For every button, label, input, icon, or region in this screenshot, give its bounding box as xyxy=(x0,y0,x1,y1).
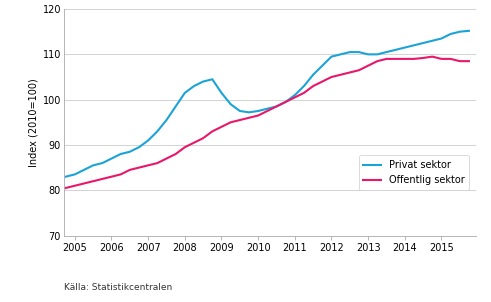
Privat sektor xyxy=(127,150,133,153)
Offentlig sektor xyxy=(466,59,472,63)
Privat sektor xyxy=(466,29,472,33)
Offentlig sektor xyxy=(393,57,399,61)
Offentlig sektor xyxy=(154,161,160,165)
Privat sektor xyxy=(365,53,371,56)
Privat sektor xyxy=(457,30,463,34)
Offentlig sektor xyxy=(118,173,124,176)
Privat sektor xyxy=(118,152,124,156)
Offentlig sektor xyxy=(90,179,96,183)
Offentlig sektor xyxy=(457,59,463,63)
Privat sektor xyxy=(191,84,197,88)
Privat sektor xyxy=(374,53,380,56)
Y-axis label: Index (2010=100): Index (2010=100) xyxy=(28,78,38,167)
Offentlig sektor xyxy=(420,56,426,60)
Offentlig sektor xyxy=(127,168,133,172)
Line: Offentlig sektor: Offentlig sektor xyxy=(66,57,469,188)
Offentlig sektor xyxy=(283,100,289,104)
Offentlig sektor xyxy=(164,157,169,160)
Offentlig sektor xyxy=(255,114,261,117)
Privat sektor xyxy=(145,139,151,142)
Offentlig sektor xyxy=(273,104,279,108)
Offentlig sektor xyxy=(356,68,362,72)
Offentlig sektor xyxy=(292,95,298,99)
Privat sektor xyxy=(420,41,426,45)
Text: Källa: Statistikcentralen: Källa: Statistikcentralen xyxy=(64,283,172,292)
Privat sektor xyxy=(99,161,105,165)
Privat sektor xyxy=(338,53,344,56)
Privat sektor xyxy=(237,109,243,113)
Offentlig sektor xyxy=(99,177,105,181)
Line: Privat sektor: Privat sektor xyxy=(66,31,469,177)
Privat sektor xyxy=(411,43,417,47)
Privat sektor xyxy=(72,173,78,176)
Offentlig sektor xyxy=(182,146,188,149)
Privat sektor xyxy=(182,91,188,95)
Offentlig sektor xyxy=(448,57,454,61)
Privat sektor xyxy=(63,175,69,178)
Privat sektor xyxy=(90,164,96,167)
Privat sektor xyxy=(283,100,289,104)
Offentlig sektor xyxy=(63,186,69,190)
Privat sektor xyxy=(347,50,353,54)
Offentlig sektor xyxy=(109,175,114,178)
Privat sektor xyxy=(264,107,270,111)
Privat sektor xyxy=(255,109,261,113)
Offentlig sektor xyxy=(218,125,224,129)
Offentlig sektor xyxy=(145,164,151,167)
Privat sektor xyxy=(448,32,454,36)
Legend: Privat sektor, Offentlig sektor: Privat sektor, Offentlig sektor xyxy=(358,155,469,190)
Privat sektor xyxy=(328,55,334,59)
Privat sektor xyxy=(136,146,142,149)
Offentlig sektor xyxy=(411,57,417,61)
Privat sektor xyxy=(310,73,316,77)
Offentlig sektor xyxy=(237,118,243,122)
Offentlig sektor xyxy=(402,57,408,61)
Privat sektor xyxy=(154,130,160,133)
Privat sektor xyxy=(402,46,408,49)
Offentlig sektor xyxy=(374,59,380,63)
Privat sektor xyxy=(218,91,224,95)
Privat sektor xyxy=(200,80,206,83)
Offentlig sektor xyxy=(429,55,435,59)
Offentlig sektor xyxy=(200,137,206,140)
Offentlig sektor xyxy=(264,109,270,113)
Privat sektor xyxy=(173,104,179,108)
Privat sektor xyxy=(246,111,252,114)
Privat sektor xyxy=(301,84,307,88)
Offentlig sektor xyxy=(328,75,334,79)
Offentlig sektor xyxy=(383,57,389,61)
Privat sektor xyxy=(383,50,389,54)
Offentlig sektor xyxy=(301,91,307,95)
Privat sektor xyxy=(209,77,215,81)
Privat sektor xyxy=(393,48,399,52)
Privat sektor xyxy=(164,118,169,122)
Offentlig sektor xyxy=(136,166,142,169)
Offentlig sektor xyxy=(81,182,87,185)
Offentlig sektor xyxy=(338,73,344,77)
Offentlig sektor xyxy=(310,84,316,88)
Offentlig sektor xyxy=(365,64,371,68)
Privat sektor xyxy=(356,50,362,54)
Offentlig sektor xyxy=(246,116,252,120)
Offentlig sektor xyxy=(319,80,325,83)
Privat sektor xyxy=(429,39,435,43)
Offentlig sektor xyxy=(209,130,215,133)
Offentlig sektor xyxy=(72,184,78,188)
Privat sektor xyxy=(319,64,325,68)
Privat sektor xyxy=(109,157,114,160)
Privat sektor xyxy=(228,102,234,106)
Offentlig sektor xyxy=(191,141,197,145)
Offentlig sektor xyxy=(228,120,234,124)
Privat sektor xyxy=(273,104,279,108)
Offentlig sektor xyxy=(438,57,444,61)
Offentlig sektor xyxy=(347,71,353,74)
Privat sektor xyxy=(81,168,87,172)
Offentlig sektor xyxy=(173,152,179,156)
Privat sektor xyxy=(292,93,298,97)
Privat sektor xyxy=(438,37,444,40)
